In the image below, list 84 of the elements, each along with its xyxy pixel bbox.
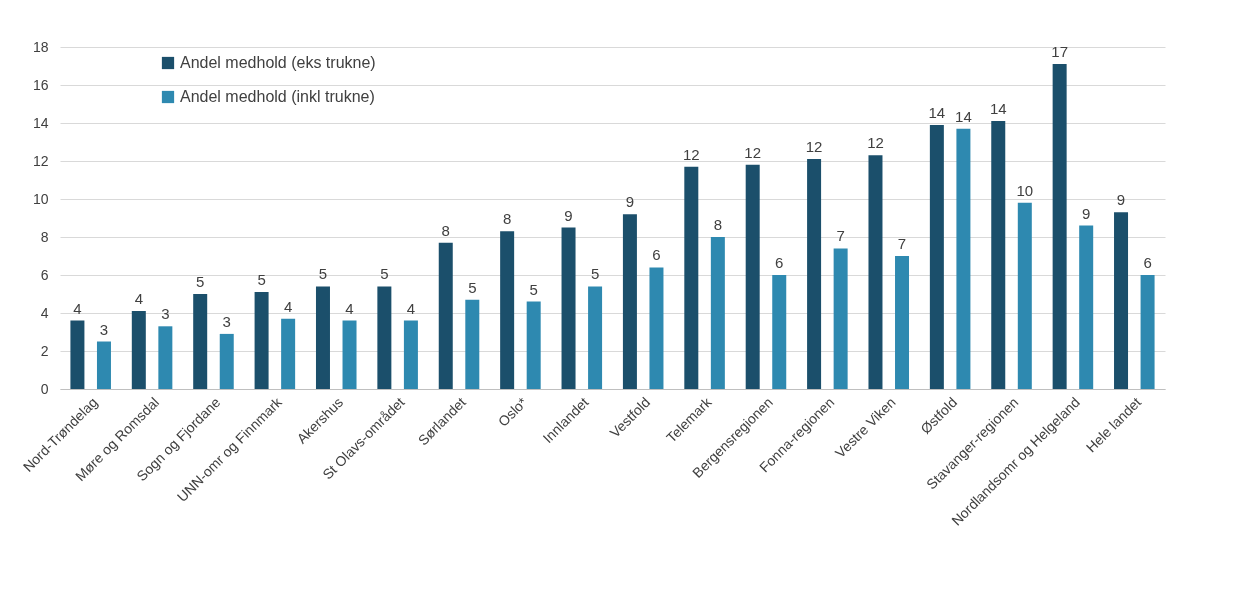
data-label: 4: [73, 299, 82, 317]
data-label: 10: [1016, 181, 1034, 199]
bar: [193, 294, 208, 389]
data-label: 5: [468, 278, 477, 296]
bar: [895, 256, 910, 389]
bar: [342, 320, 357, 389]
legend-label: Andel medhold (eks trukne): [180, 54, 376, 71]
data-label: 5: [318, 265, 328, 283]
bar: [1079, 225, 1094, 389]
data-label: 14: [989, 100, 1007, 118]
bar: [588, 286, 603, 389]
bar: [1052, 64, 1067, 389]
data-label: 4: [134, 290, 143, 308]
bar: [254, 292, 269, 389]
data-label: 14: [928, 103, 946, 121]
data-label: 9: [1082, 204, 1091, 222]
data-label: 5: [590, 265, 600, 283]
data-label: 12: [867, 134, 884, 152]
data-label: 5: [529, 280, 538, 298]
data-label: 5: [257, 271, 266, 289]
data-label: 8: [713, 216, 723, 233]
data-label: 12: [744, 143, 762, 161]
bar: [833, 248, 848, 389]
bar: [281, 318, 296, 389]
y-tick-label: 10: [32, 190, 49, 207]
data-label: 6: [1143, 254, 1152, 271]
data-label: 17: [1051, 43, 1068, 61]
bar: [377, 286, 392, 389]
data-label: 5: [196, 273, 205, 290]
bar: [500, 231, 515, 389]
bar: [70, 320, 85, 389]
data-label: 7: [897, 235, 907, 252]
data-label: 9: [1116, 191, 1126, 209]
bar: [1017, 202, 1032, 389]
y-tick-label: 14: [32, 114, 49, 131]
y-tick-label: 2: [40, 342, 49, 359]
y-tick-label: 0: [40, 380, 49, 397]
bar: [315, 286, 330, 389]
data-label: 7: [836, 227, 845, 245]
bar: [772, 275, 787, 389]
bar: [561, 227, 576, 389]
data-label: 6: [775, 254, 784, 271]
data-label: 9: [625, 193, 635, 211]
bar: [131, 311, 146, 389]
data-label: 8: [441, 221, 450, 239]
bar: [96, 341, 111, 389]
bar: [710, 237, 725, 389]
data-label: 5: [380, 265, 389, 283]
bar: [158, 326, 173, 389]
bar: [868, 155, 883, 389]
data-label: 4: [283, 297, 293, 315]
data-label: 4: [406, 299, 416, 317]
data-label: 8: [502, 210, 512, 228]
data-label: 3: [161, 305, 170, 323]
bar: [1114, 212, 1129, 389]
data-label: 4: [345, 299, 354, 317]
data-label: 9: [564, 206, 573, 224]
data-label: 14: [955, 107, 972, 125]
bar: [807, 159, 822, 389]
bar: [649, 267, 664, 389]
bar: [438, 242, 453, 389]
data-label: 3: [222, 312, 231, 330]
y-tick-label: 18: [32, 38, 49, 55]
data-label: 6: [652, 246, 661, 264]
bar: [403, 320, 418, 389]
y-tick-label: 8: [40, 228, 49, 245]
data-label: 12: [805, 138, 823, 156]
data-label: 3: [99, 320, 109, 338]
bar: [465, 299, 480, 389]
bar: [745, 164, 760, 389]
legend-label: Andel medhold (inkl trukne): [180, 88, 375, 105]
data-label: 12: [682, 145, 700, 163]
y-tick-label: 6: [40, 266, 49, 283]
bar: [219, 333, 234, 389]
bar: [1140, 275, 1155, 389]
bar: [929, 124, 944, 389]
bar: [622, 214, 637, 389]
bar: [956, 128, 971, 389]
bar: [526, 301, 541, 389]
y-tick-label: 16: [32, 76, 49, 93]
bar: [684, 166, 699, 389]
bar: [991, 121, 1006, 389]
y-tick-label: 12: [32, 152, 49, 169]
y-tick-label: 4: [40, 304, 49, 321]
